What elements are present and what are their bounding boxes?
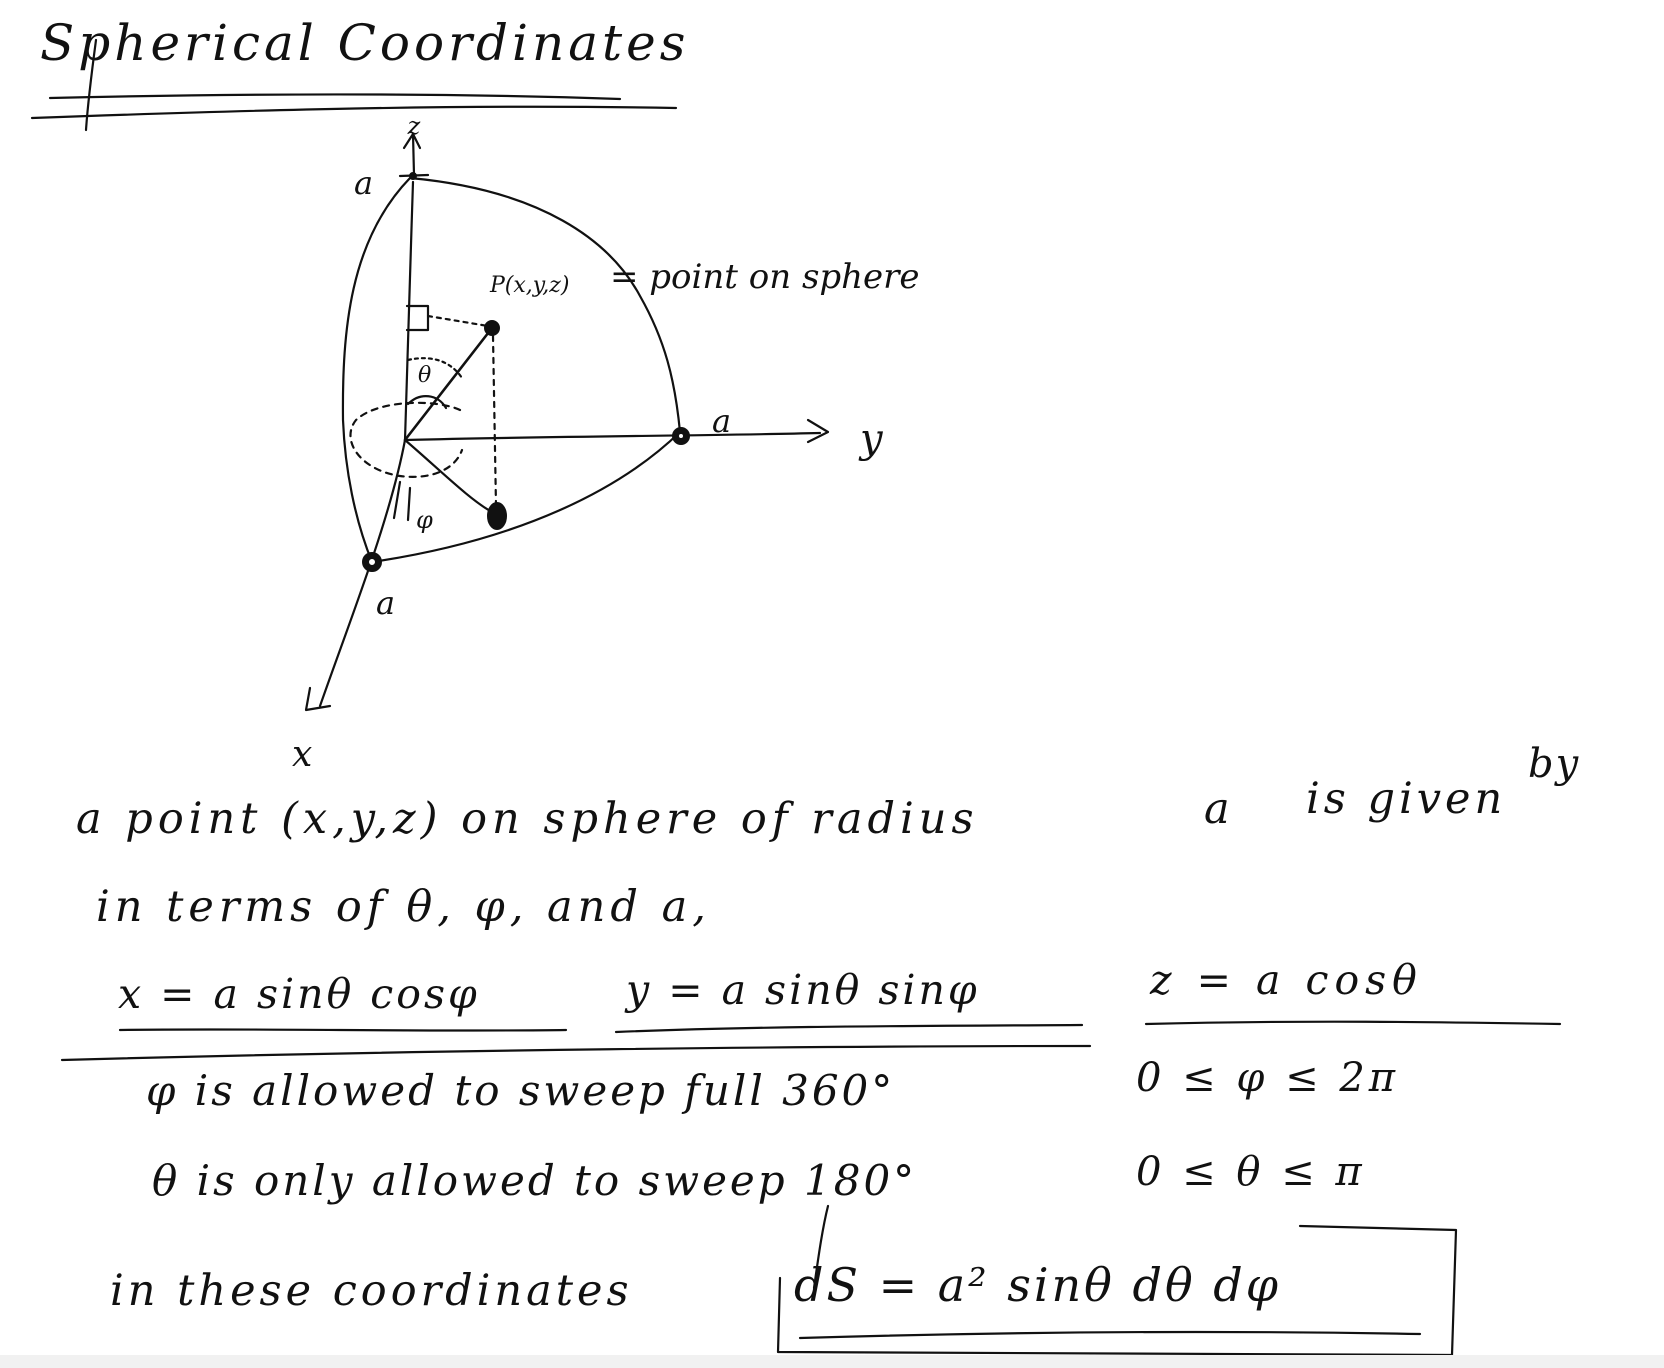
line2-text: in terms of θ, φ, and a,	[96, 886, 711, 929]
y-equation: y = a sinθ sinφ	[626, 970, 980, 1011]
phi-range: 0 ≤ φ ≤ 2π	[1136, 1058, 1399, 1098]
y-axis-arrow	[808, 420, 828, 442]
phi-label: φ	[416, 506, 433, 534]
point-x-intercept-ring	[368, 558, 376, 566]
x-axis-label: x	[292, 734, 312, 775]
page-bottom-band	[0, 1355, 1664, 1368]
x-axis-arrow	[306, 688, 330, 710]
z-axis-arrow	[404, 134, 420, 175]
line1-radius: a	[1204, 788, 1232, 831]
line1-by: by	[1528, 744, 1580, 784]
area-element-formula: dS = a² sinθ dθ dφ	[794, 1262, 1281, 1308]
line1-given: is given	[1306, 778, 1506, 821]
equations-underline	[62, 1046, 1090, 1060]
x-axis	[320, 440, 405, 706]
right-angle-box	[407, 306, 428, 330]
x-equation: x = a sinθ cosφ	[118, 974, 480, 1015]
sphere-outline	[343, 178, 680, 562]
point-y-intercept-ring	[678, 433, 684, 439]
title-underline	[50, 94, 620, 99]
theta-label: θ	[418, 363, 431, 388]
projection-radial	[405, 440, 492, 512]
x-eq-underline	[120, 1029, 566, 1030]
z-eq-underline	[1146, 1022, 1560, 1024]
line1-text: a point (x,y,z) on sphere of radius	[76, 798, 979, 841]
x-radius-label: a	[376, 584, 395, 622]
theta-sweep-text: θ is only allowed to sweep 180°	[152, 1160, 917, 1202]
area-element-prefix: in these coordinates	[110, 1270, 633, 1313]
y-radius-label: a	[712, 402, 731, 440]
title-underline-2	[32, 107, 676, 118]
z-equation: z = a cosθ	[1150, 960, 1423, 1001]
point-note: = point on sphere	[610, 257, 920, 297]
y-axis-label: y	[858, 416, 884, 462]
area-element-underline	[800, 1332, 1420, 1338]
y-axis	[405, 433, 820, 440]
projection-vertical	[493, 336, 496, 506]
z-axis-label: z	[407, 112, 421, 140]
theta-range: 0 ≤ θ ≤ π	[1136, 1152, 1366, 1192]
point-projection	[488, 503, 506, 529]
z-radius-label: a	[354, 164, 373, 202]
theta-arc-small	[408, 396, 446, 408]
phi-sweep-text: φ is allowed to sweep full 360°	[146, 1070, 895, 1112]
projection-horizontal	[428, 316, 488, 326]
point-label: P(x,y,z)	[489, 273, 569, 298]
phi-tick-2	[408, 488, 410, 520]
point-p	[485, 321, 499, 335]
point-z-intercept	[410, 173, 416, 179]
y-eq-underline	[616, 1025, 1082, 1032]
